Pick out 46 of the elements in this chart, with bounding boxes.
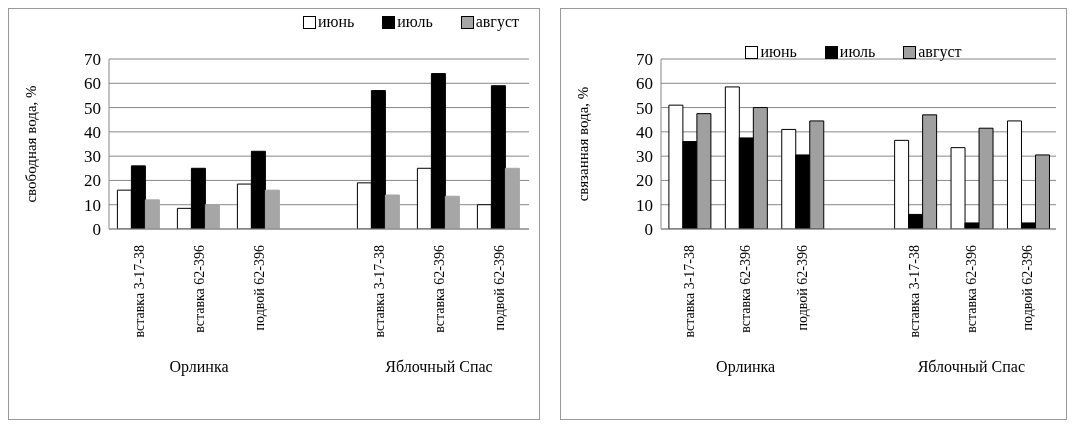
x-tick-label: подвой 62-396: [251, 245, 267, 331]
bar: [204, 204, 220, 229]
x-tick-label: вставка 3-17-38: [371, 245, 387, 338]
x-tick-label: подвой 62-396: [1020, 245, 1036, 331]
y-tick-label: 30: [636, 147, 653, 167]
legend-label: июль: [839, 43, 876, 61]
legend-label: июль: [397, 13, 433, 31]
legend-label: август: [475, 13, 519, 31]
y-tick-label: 0: [644, 220, 653, 240]
y-tick-label: 50: [636, 98, 653, 118]
bar: [384, 194, 400, 229]
x-tick-label: вставка 3-17-38: [907, 245, 923, 338]
text: Орлинка: [715, 357, 777, 376]
bar: [264, 189, 280, 229]
x-tick-label: подвой 62-396: [794, 245, 810, 331]
y-tick-label: 10: [636, 195, 653, 215]
y-tick-label: 40: [84, 122, 101, 142]
x-tick-label: подвой 62-396: [491, 245, 507, 331]
text: Яблочный Спас: [384, 357, 494, 376]
x-tick-label: вставка 3-17-38: [681, 245, 697, 338]
y-tick-label: 60: [84, 74, 101, 94]
text: Яблочный Спас: [916, 357, 1026, 376]
x-tick-label: вставка 3-17-38: [131, 245, 147, 338]
legend-label: июнь: [317, 13, 355, 31]
y-tick-label: 20: [636, 171, 653, 191]
x-tick-label: вставка 62-396: [963, 245, 979, 333]
y-tick-label: 30: [84, 147, 101, 167]
y-tick-label: 50: [84, 98, 101, 118]
text: Орлинка: [168, 357, 230, 376]
x-tick-label: вставка 62-396: [431, 245, 447, 333]
legend-label: июнь: [760, 43, 797, 61]
bar: [504, 167, 520, 229]
y-tick-label: 0: [92, 220, 101, 240]
y-tick-label: 60: [636, 74, 653, 94]
bar: [144, 199, 160, 229]
y-tick-label: 70: [84, 50, 101, 70]
y-tick-label: 20: [84, 171, 101, 191]
y-axis-title: связанная вода, %: [575, 86, 592, 202]
legend-label: август: [918, 43, 962, 61]
y-tick-label: 40: [636, 122, 653, 142]
x-tick-label: вставка 62-396: [191, 245, 207, 333]
y-tick-label: 70: [636, 50, 653, 70]
bar: [444, 195, 460, 229]
x-tick-label: вставка 62-396: [738, 245, 754, 333]
y-axis-title: свободная вода, %: [23, 85, 40, 203]
y-tick-label: 10: [84, 195, 101, 215]
